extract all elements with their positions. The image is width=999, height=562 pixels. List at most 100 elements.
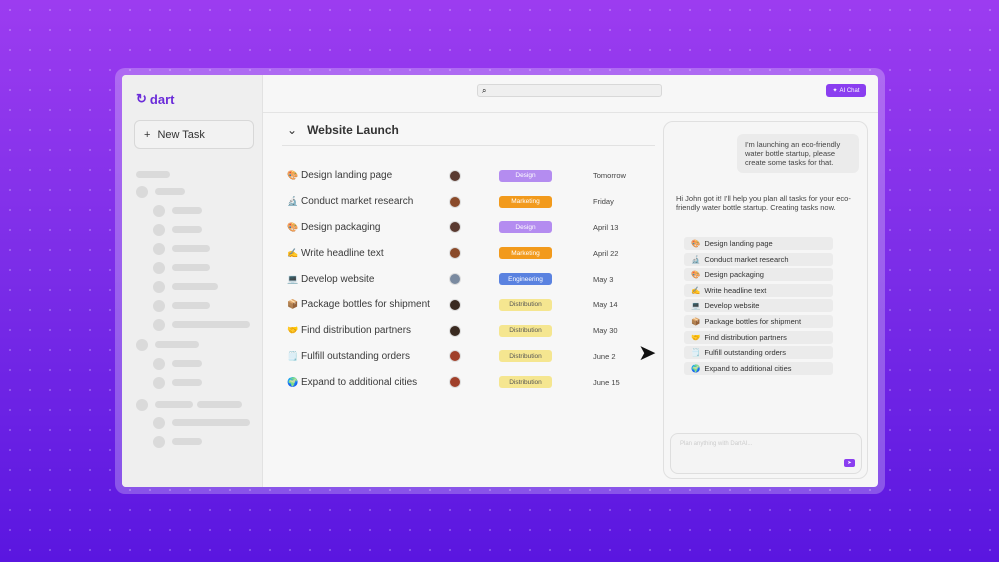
task-emoji-icon: ✍️ <box>287 247 299 258</box>
project-header[interactable]: ⌄ Website Launch <box>282 115 655 146</box>
task-title[interactable]: Package bottles for shipment <box>301 299 430 311</box>
due-date[interactable]: June 15 <box>593 377 620 387</box>
created-task-list: 🎨 Design landing page 🔬 Conduct market r… <box>684 237 833 377</box>
due-date[interactable]: Tomorrow <box>593 171 626 181</box>
tag-badge[interactable]: Distribution <box>499 298 552 311</box>
task-emoji-icon: 🎨 <box>287 170 299 181</box>
new-task-button[interactable]: + New Task <box>134 120 254 149</box>
created-task-item[interactable]: 🌍 Expand to additional cities <box>684 361 833 375</box>
assignee-avatar[interactable] <box>449 324 461 337</box>
assignee-avatar[interactable] <box>449 221 461 234</box>
tag-badge[interactable]: Marketing <box>499 195 552 208</box>
tag-badge[interactable]: Design <box>499 169 552 182</box>
task-title[interactable]: Find distribution partners <box>301 325 412 337</box>
assignee-avatar[interactable] <box>449 298 461 311</box>
task-title[interactable]: Fulfill outstanding orders <box>301 350 410 362</box>
task-emoji-icon: 🤝 <box>287 325 299 336</box>
task-row[interactable]: 🌍 Expand to additional cities Distributi… <box>287 369 657 395</box>
ai-chat-panel: I'm launching an eco-friendly water bott… <box>663 121 868 479</box>
task-row[interactable]: 🤝 Find distribution partners Distributio… <box>287 318 657 344</box>
chevron-down-icon[interactable]: ⌄ <box>287 123 298 137</box>
created-task-title: Design landing page <box>704 239 773 248</box>
task-title[interactable]: Conduct market research <box>301 196 414 208</box>
ai-chat-button[interactable]: ✦ AI Chat <box>826 84 866 97</box>
search-input[interactable]: ⌕ <box>477 84 662 97</box>
created-task-item[interactable]: 🎨 Design packaging <box>684 268 833 282</box>
chat-input-placeholder: Plan anything with DartAI... <box>680 441 753 447</box>
task-emoji-icon: 💻 <box>691 301 701 311</box>
created-task-item[interactable]: 🔬 Conduct market research <box>684 252 833 266</box>
assignee-avatar[interactable] <box>449 195 461 208</box>
due-date[interactable]: April 22 <box>593 248 619 258</box>
sparkle-icon: ✦ <box>832 88 838 94</box>
tag-badge[interactable]: Design <box>499 221 552 234</box>
created-task-title: Package bottles for shipment <box>704 316 802 326</box>
task-emoji-icon: 🔬 <box>691 254 701 264</box>
assignee-avatar[interactable] <box>449 376 461 389</box>
task-emoji-icon: 💻 <box>287 273 299 284</box>
task-row[interactable]: 🎨 Design packaging Design April 13 <box>287 215 657 241</box>
assignee-avatar[interactable] <box>449 350 461 363</box>
top-bar: ⌕ ✦ AI Chat <box>263 75 878 113</box>
task-emoji-icon: ✍️ <box>691 285 701 295</box>
task-emoji-icon: 📦 <box>287 299 299 310</box>
logo-text: dart <box>149 91 175 107</box>
task-row[interactable]: 🗒️ Fulfill outstanding orders Distributi… <box>287 344 657 370</box>
assignee-avatar[interactable] <box>449 247 461 260</box>
created-task-title: Write headline text <box>704 285 767 295</box>
created-task-title: Develop website <box>704 301 760 311</box>
task-row[interactable]: ✍️ Write headline text Marketing April 2… <box>287 240 657 266</box>
tag-badge[interactable]: Marketing <box>499 247 552 260</box>
task-title[interactable]: Design packaging <box>301 221 381 233</box>
task-row[interactable]: 📦 Package bottles for shipment Distribut… <box>287 292 657 318</box>
tag-badge[interactable]: Distribution <box>499 350 552 363</box>
send-icon: ➤ <box>847 460 852 466</box>
task-emoji-icon: 🌍 <box>287 376 299 387</box>
task-row[interactable]: 🔬 Conduct market research Marketing Frid… <box>287 189 657 215</box>
due-date[interactable]: May 14 <box>593 300 618 310</box>
tag-badge[interactable]: Distribution <box>499 324 552 337</box>
task-title[interactable]: Expand to additional cities <box>301 376 418 388</box>
due-date[interactable]: May 30 <box>593 326 618 336</box>
new-task-label: New Task <box>157 128 205 141</box>
task-row[interactable]: 🎨 Design landing page Design Tomorrow <box>287 163 657 189</box>
tag-badge[interactable]: Engineering <box>499 273 552 286</box>
created-task-title: Find distribution partners <box>704 332 787 342</box>
created-task-title: Fulfill outstanding orders <box>704 348 787 358</box>
task-emoji-icon: 🗒️ <box>287 350 299 361</box>
project-title: Website Launch <box>307 123 399 137</box>
created-task-item[interactable]: 🗒️ Fulfill outstanding orders <box>684 346 833 360</box>
send-button[interactable]: ➤ <box>844 459 855 467</box>
task-title[interactable]: Write headline text <box>301 247 384 259</box>
created-task-item[interactable]: ✍️ Write headline text <box>684 283 833 297</box>
task-title[interactable]: Develop website <box>301 273 375 285</box>
logo: ↻ dart <box>136 91 174 107</box>
task-row[interactable]: 💻 Develop website Engineering May 3 <box>287 266 657 292</box>
created-task-title: Design packaging <box>704 270 764 280</box>
task-emoji-icon: 🎨 <box>691 239 701 248</box>
sidebar: ↻ dart + New Task <box>122 75 263 487</box>
task-emoji-icon: 🤝 <box>691 332 701 342</box>
created-task-item[interactable]: 📦 Package bottles for shipment <box>684 314 833 328</box>
task-title[interactable]: Design landing page <box>301 170 393 182</box>
assignee-avatar[interactable] <box>449 169 461 182</box>
assignee-avatar[interactable] <box>449 273 461 286</box>
due-date[interactable]: April 13 <box>593 222 619 232</box>
tag-badge[interactable]: Distribution <box>499 376 552 389</box>
created-task-title: Conduct market research <box>704 254 789 264</box>
task-emoji-icon: 🔬 <box>287 196 299 207</box>
dart-logo-icon: ↻ <box>136 91 147 106</box>
search-icon: ⌕ <box>482 86 487 95</box>
created-task-item[interactable]: 💻 Develop website <box>684 299 833 313</box>
task-emoji-icon: 🗒️ <box>691 348 701 358</box>
due-date[interactable]: June 2 <box>593 351 616 361</box>
mouse-cursor-icon: ➤ <box>638 340 657 365</box>
task-list: 🎨 Design landing page Design Tomorrow 🔬 … <box>287 163 657 395</box>
task-emoji-icon: 🎨 <box>691 270 701 280</box>
ai-message: Hi John got it! I'll help you plan all t… <box>676 194 851 212</box>
created-task-item[interactable]: 🎨 Design landing page <box>684 237 833 250</box>
due-date[interactable]: Friday <box>593 197 614 207</box>
chat-input[interactable]: Plan anything with DartAI... ➤ <box>670 433 862 474</box>
created-task-item[interactable]: 🤝 Find distribution partners <box>684 330 833 344</box>
due-date[interactable]: May 3 <box>593 274 614 284</box>
